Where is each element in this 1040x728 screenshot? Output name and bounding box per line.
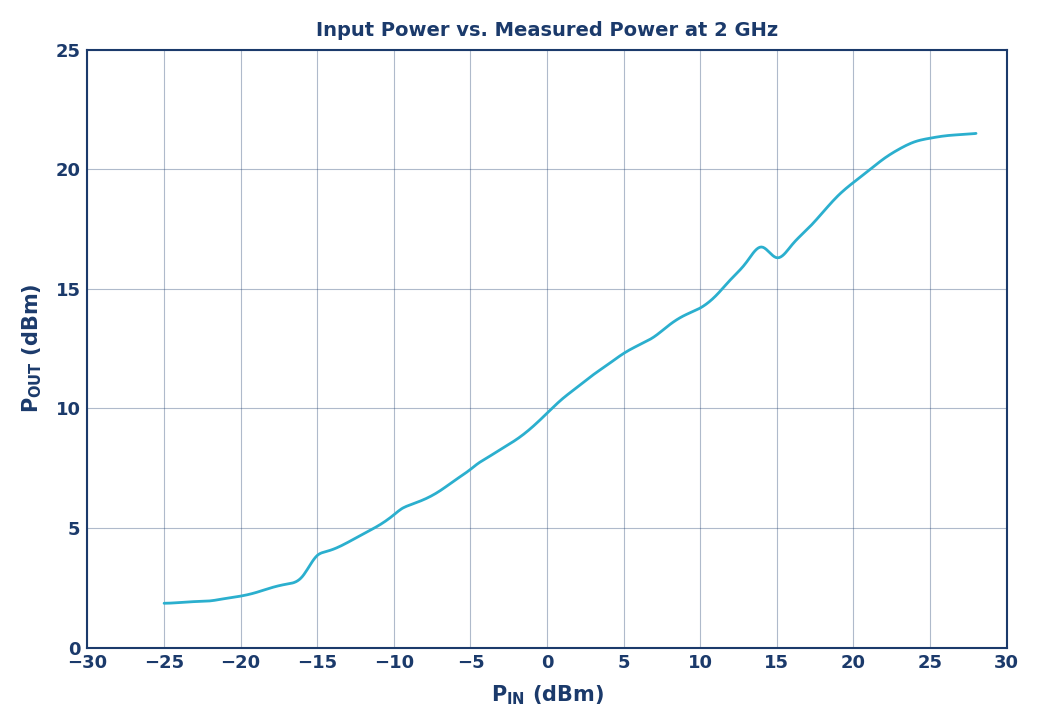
Title: Input Power vs. Measured Power at 2 GHz: Input Power vs. Measured Power at 2 GHz [316, 21, 778, 40]
Y-axis label: $\mathbf{P_{OUT}}$ (dBm): $\mathbf{P_{OUT}}$ (dBm) [21, 284, 45, 414]
X-axis label: $\mathbf{P_{IN}}$ (dBm): $\mathbf{P_{IN}}$ (dBm) [491, 684, 603, 707]
